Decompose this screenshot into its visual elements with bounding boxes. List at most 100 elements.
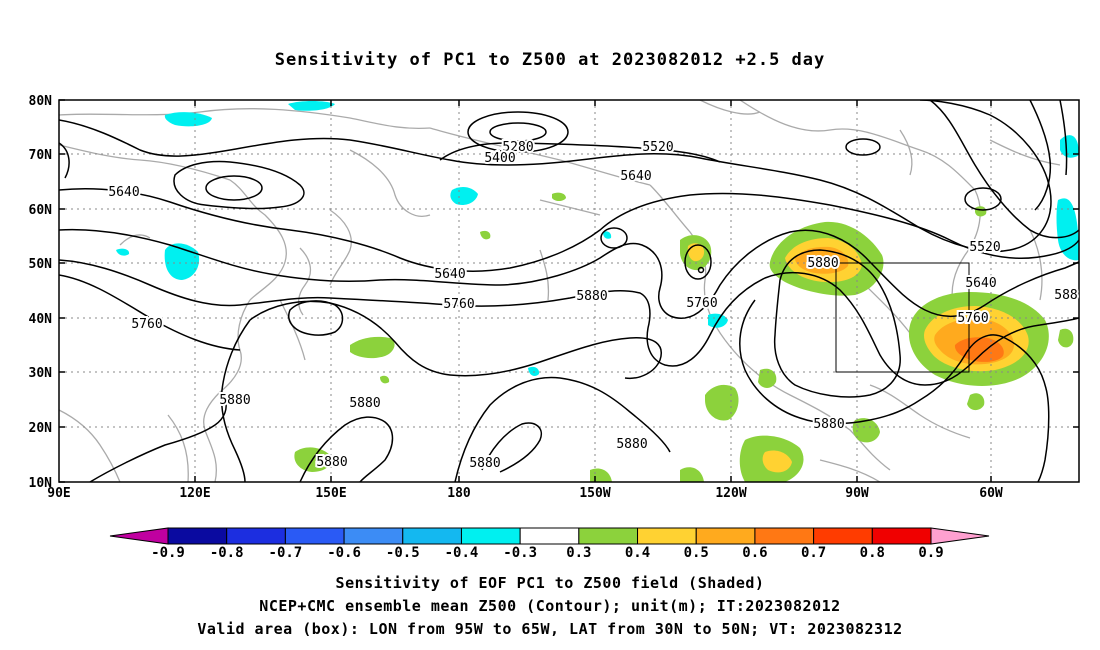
colorbar-label: 0.9	[918, 545, 943, 561]
lat-label: 10N	[29, 476, 53, 491]
contour-5280-outer	[467, 111, 569, 153]
negative-shading	[116, 101, 1079, 376]
colorbar-label: 0.8	[860, 545, 885, 561]
colorbar-label: 0.6	[742, 545, 767, 561]
contour-label: 5640	[620, 169, 651, 184]
colorbar-cell	[695, 527, 756, 545]
footer-line-2: NCEP+CMC ensemble mean Z500 (Contour); u…	[259, 597, 841, 615]
colorbar-label: 0.3	[566, 545, 591, 561]
contour-nw-closed	[684, 244, 712, 280]
colorbar-cell	[519, 527, 580, 545]
colorbar-cell	[167, 527, 228, 545]
lat-label: 20N	[29, 421, 53, 436]
map-title: Sensitivity of PC1 to Z500 at 2023082012…	[274, 50, 826, 70]
axis-ticks	[59, 99, 1079, 483]
lon-label: 150E	[315, 486, 346, 501]
contour-label: 5880	[469, 456, 500, 471]
lat-label: 30N	[29, 366, 53, 381]
contour-label: 5760	[957, 311, 988, 326]
contour-5760-b	[59, 259, 1079, 386]
contour-5520-a	[59, 100, 1052, 253]
contour-label: 5520	[969, 240, 1000, 255]
footer-line-3: Valid area (box): LON from 95W to 65W, L…	[197, 620, 903, 638]
longitude-labels: 90E 120E 150E 180 150W 120W 90W 60W	[47, 486, 1003, 501]
contour-5760-a	[59, 228, 1079, 319]
contour-5880-central	[454, 376, 671, 482]
colorbar-cell	[871, 527, 932, 545]
lon-label: 90W	[845, 486, 869, 501]
contour-canada-closed	[964, 187, 1002, 211]
contour-label: 5880	[316, 455, 347, 470]
contour-5400-east	[929, 100, 1079, 239]
contour-inner-asia	[205, 175, 263, 201]
colorbar-label: 0.5	[684, 545, 709, 561]
contour-5280-inner	[489, 122, 547, 142]
contour-label: 5760	[443, 297, 474, 312]
contour-label: 5520	[642, 140, 673, 155]
contour-5880-west-low	[89, 399, 227, 482]
colorbar-low-end-triangle	[109, 527, 169, 545]
footer-line-1: Sensitivity of EOF PC1 to Z500 field (Sh…	[335, 574, 765, 592]
colorbar-cell	[578, 527, 639, 545]
contour-nw-dot	[697, 266, 705, 274]
latitude-labels: 80N 70N 60N 50N 40N 30N 20N 10N	[29, 94, 53, 491]
contour-5280-east	[1029, 100, 1052, 211]
lon-label: 150W	[579, 486, 610, 501]
colorbar-label: -0.7	[269, 545, 303, 561]
contour-5880-outer	[739, 299, 1050, 482]
colorbar-cell	[813, 527, 873, 545]
contour-5880-east	[773, 249, 901, 398]
colorbar-cell	[402, 527, 462, 545]
contour-arctic-closed	[845, 138, 881, 156]
contour-label: 5880	[813, 417, 844, 432]
contour-5640-a	[59, 188, 1079, 272]
map-frame-background	[59, 100, 1079, 482]
contour-label: 5880	[349, 396, 380, 411]
contour-5880-west	[59, 274, 241, 351]
colorbar-labels: -0.9 -0.8 -0.7 -0.6 -0.5 -0.4 -0.3 0.3 0.4 0.5 0.6…	[151, 545, 944, 561]
contour-5400	[439, 142, 721, 163]
colorbar-cell	[343, 527, 404, 545]
contour-5640-closed	[173, 160, 305, 210]
lat-label: 50N	[29, 257, 53, 272]
contour-label: 5880	[616, 437, 647, 452]
graticule	[59, 100, 1079, 482]
positive-shading	[294, 192, 1074, 482]
lon-label: 60W	[979, 486, 1003, 501]
contour-label: 5280	[502, 140, 533, 155]
contour-5880-central-inner	[481, 422, 542, 473]
colorbar-cell	[460, 527, 521, 545]
lat-label: 40N	[29, 312, 53, 327]
lat-label: 80N	[29, 94, 53, 109]
lat-label: 60N	[29, 203, 53, 218]
contour-labels: 5280 5400 5520 5640 5640 5640 5760 5760 …	[106, 138, 1079, 473]
contour-label: 5640	[434, 267, 465, 282]
colorbar-label: -0.6	[327, 545, 361, 561]
contour-5880-south	[299, 416, 394, 482]
lon-label: 90E	[47, 486, 70, 501]
contour-label: 5880	[807, 256, 838, 271]
colorbar-cell	[754, 527, 815, 545]
lon-label: 120W	[715, 486, 746, 501]
colorbar-label: -0.5	[386, 545, 420, 561]
colorbar-cell	[637, 527, 697, 545]
colorbar-label: 0.4	[625, 545, 650, 561]
colorbar-label: -0.4	[445, 545, 479, 561]
colorbar-cells	[167, 527, 932, 545]
colorbar-label: -0.9	[151, 545, 185, 561]
colorbar-high-end-triangle	[930, 527, 990, 545]
colorbar-label: 0.7	[801, 545, 826, 561]
contour-pacific-closed	[600, 227, 628, 249]
colorbar-label: -0.8	[210, 545, 244, 561]
contour-label: 5760	[686, 296, 717, 311]
contour-east-edge	[1059, 100, 1068, 176]
map-frame-border	[58, 99, 1080, 483]
colorbar-cell	[284, 527, 345, 545]
colorbar-label: -0.3	[503, 545, 537, 561]
lat-label: 70N	[29, 148, 53, 163]
colorbar: -0.9 -0.8 -0.7 -0.6 -0.5 -0.4 -0.3 0.3 0.4 0.5 0.6…	[109, 527, 990, 561]
colorbar-cell	[226, 527, 286, 545]
contour-label: 5640	[965, 276, 996, 291]
contour-label: 5640	[108, 185, 139, 200]
lon-label: 120E	[179, 486, 210, 501]
